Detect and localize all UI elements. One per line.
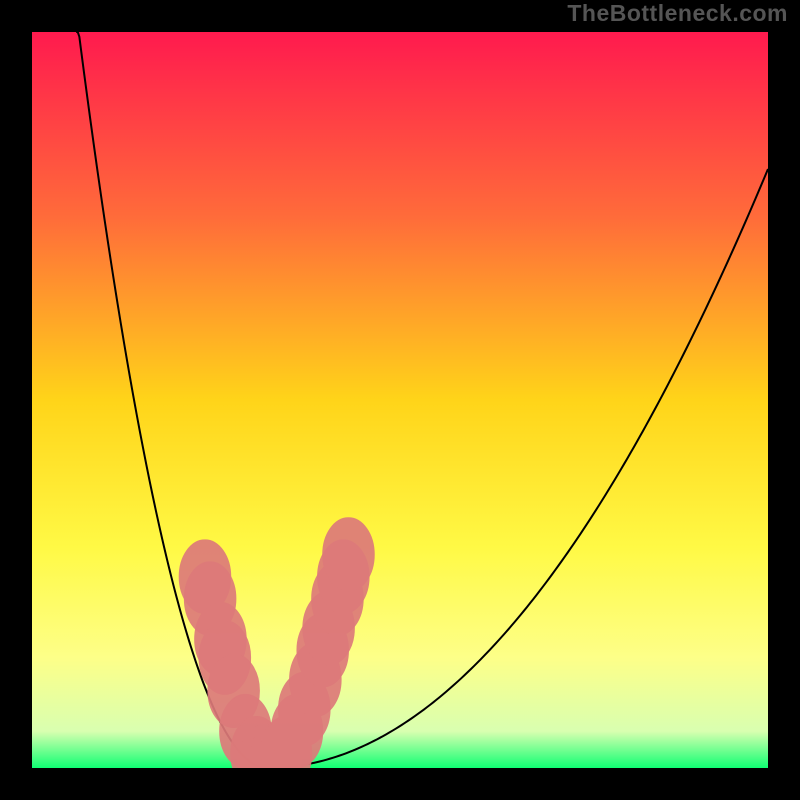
gradient-background xyxy=(32,32,768,768)
data-marker xyxy=(323,518,375,592)
plot-container xyxy=(32,32,768,768)
stage: TheBottleneck.com xyxy=(0,0,800,800)
watermark-text: TheBottleneck.com xyxy=(567,0,788,27)
chart-svg xyxy=(32,32,768,768)
